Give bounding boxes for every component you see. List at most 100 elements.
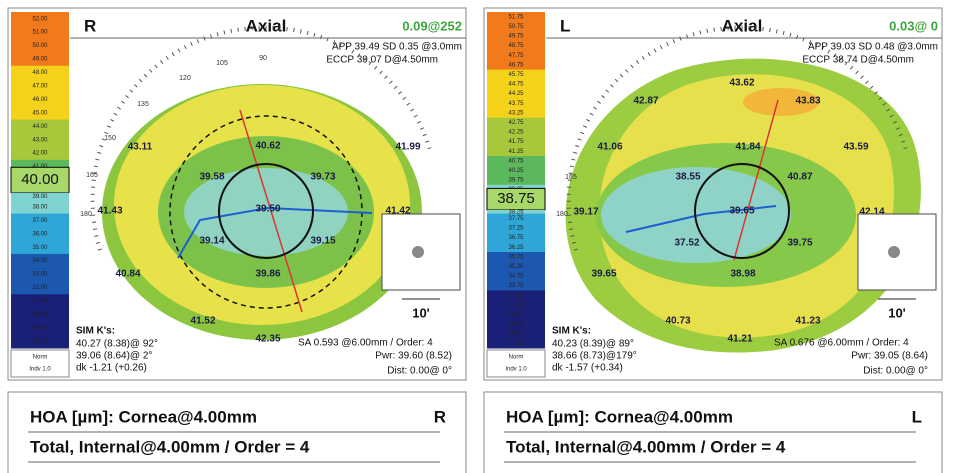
scale-label: 48.75	[508, 43, 524, 49]
map-value: 0.09@252	[402, 18, 462, 33]
scale-cell	[11, 106, 69, 121]
scale-cell	[487, 319, 545, 330]
scale-cell	[11, 92, 69, 107]
scale-cell	[487, 338, 545, 349]
scale-label: 30.00	[32, 312, 48, 318]
scale-label: 43.25	[508, 110, 524, 116]
scale-label: 32.00	[32, 285, 48, 291]
pwr: Pwr: 39.60 (8.52)	[375, 351, 452, 362]
reading: 41.43	[97, 206, 122, 217]
panel: 52.00 51.00 50.00 49.00 48.00 47.00 46.00 45.00…	[7, 7, 467, 473]
color-scale: 52.00 51.00 50.00 49.00 48.00 47.00 46.00 45.00…	[10, 12, 70, 349]
scale-cell	[11, 294, 69, 309]
scale-label: 34.00	[32, 258, 48, 264]
simk-line: dk -1.21 (+0.26)	[76, 363, 147, 374]
scale-cell	[11, 12, 69, 26]
scale-label: 33.75	[508, 283, 524, 289]
angle-label: 105	[216, 60, 228, 67]
reading: 41.06	[597, 142, 622, 153]
scale-cell	[487, 50, 545, 61]
scale-cell	[11, 65, 69, 80]
simk-line: 40.23 (8.39)@ 89°	[552, 339, 634, 350]
scale-cell	[11, 280, 69, 295]
reading: 40.87	[787, 172, 812, 183]
scale-label: 37.25	[508, 226, 524, 232]
scale-label: 51.75	[508, 14, 524, 20]
scale-label: 36.00	[32, 231, 48, 237]
pwr: Pwr: 39.05 (8.64)	[851, 351, 928, 362]
eye: R	[84, 16, 96, 35]
panel: 51.75 50.75 49.75 48.75 47.75 46.75 45.75 44.75…	[483, 7, 943, 473]
scale-label: 40.75	[508, 158, 524, 164]
scale-cell	[487, 108, 545, 119]
indv: Indv 1.0	[29, 367, 51, 373]
sa: SA 0.593 @6.00mm / Order: 4	[298, 338, 433, 349]
scale-label: 42.75	[508, 120, 524, 126]
scale-label: 41.75	[508, 139, 524, 145]
scale-label: 28.00	[32, 339, 48, 345]
scale-cell	[487, 98, 545, 109]
scale-label: 47.00	[32, 83, 48, 89]
reading: 39.15	[310, 236, 335, 247]
reading: 42.87	[633, 96, 658, 107]
reading: 43.83	[795, 96, 820, 107]
scale-label: 48.00	[32, 70, 48, 76]
scale-cell	[11, 192, 69, 201]
norm-box	[10, 349, 70, 378]
scale-cell	[487, 328, 545, 339]
eccp: ECCP 39.07 D@4.50mm	[326, 55, 438, 66]
hoa-total: Total, Internal@4.00mm / Order = 4	[30, 437, 310, 456]
scale-cell	[487, 12, 545, 23]
inset-label: 10'	[412, 305, 430, 320]
scale-label: 40.25	[508, 168, 524, 174]
reading: 40.84	[115, 269, 140, 280]
scale-cell	[487, 146, 545, 157]
reading: 41.52	[190, 316, 215, 327]
hoa-total: Total, Internal@4.00mm / Order = 4	[506, 437, 786, 456]
scale-label: 36.25	[508, 245, 524, 251]
scale-label: 39.00	[32, 194, 48, 200]
steep-axis	[733, 99, 779, 261]
flat-axis	[625, 205, 777, 233]
scale-cell	[487, 242, 545, 253]
scale-cell	[11, 227, 69, 241]
reading: 39.58	[199, 172, 224, 183]
scale-cell	[487, 21, 545, 32]
reading: 39.75	[787, 238, 812, 249]
scale-label: 38.25	[508, 209, 524, 215]
reading: 41.84	[735, 142, 760, 153]
topography-map: 165 180 43.62 42.87 43.83 41.06 41.84 43.59 40.8…	[556, 25, 921, 353]
scale-label: 50.75	[508, 24, 524, 30]
scale-label: 29.00	[32, 325, 48, 331]
reading: 39.65	[591, 269, 616, 280]
scale-label: 43.00	[32, 137, 48, 143]
reading: 42.14	[859, 207, 884, 218]
reading: 39.65	[729, 206, 754, 217]
scale-cell	[487, 31, 545, 42]
pupil-ring	[694, 163, 790, 259]
scale-label: 49.00	[32, 57, 48, 63]
angle-label: 165	[565, 174, 577, 181]
scale-label: 35.00	[32, 245, 48, 251]
scale-cell	[487, 280, 545, 291]
hoa-eye: L	[912, 407, 922, 426]
app: APP 39.03 SD 0.48 @3.0mm	[808, 42, 938, 53]
scale-label: 44.00	[32, 124, 48, 130]
scale-cell	[487, 271, 545, 282]
simk-line: 40.27 (8.38)@ 92°	[76, 339, 158, 350]
scale-label: 42.25	[508, 130, 524, 136]
scale-cell	[487, 60, 545, 71]
scale-cell	[487, 88, 545, 99]
angle-label: 135	[137, 101, 149, 108]
scale-label: 35.25	[508, 264, 524, 270]
scale-label: 46.00	[32, 97, 48, 103]
angle-label: 180	[80, 211, 92, 218]
scale-label: 45.75	[508, 72, 524, 78]
scale-cell	[487, 156, 545, 167]
scale-cell	[487, 69, 545, 80]
scale-label: 45.00	[32, 110, 48, 116]
hoa-title: HOA [µm]: Cornea@4.00mm	[506, 407, 733, 426]
reading: 38.98	[730, 269, 755, 280]
color-scale: 51.75 50.75 49.75 48.75 47.75 46.75 45.75 44.75…	[486, 12, 546, 349]
scale-cell	[487, 136, 545, 147]
